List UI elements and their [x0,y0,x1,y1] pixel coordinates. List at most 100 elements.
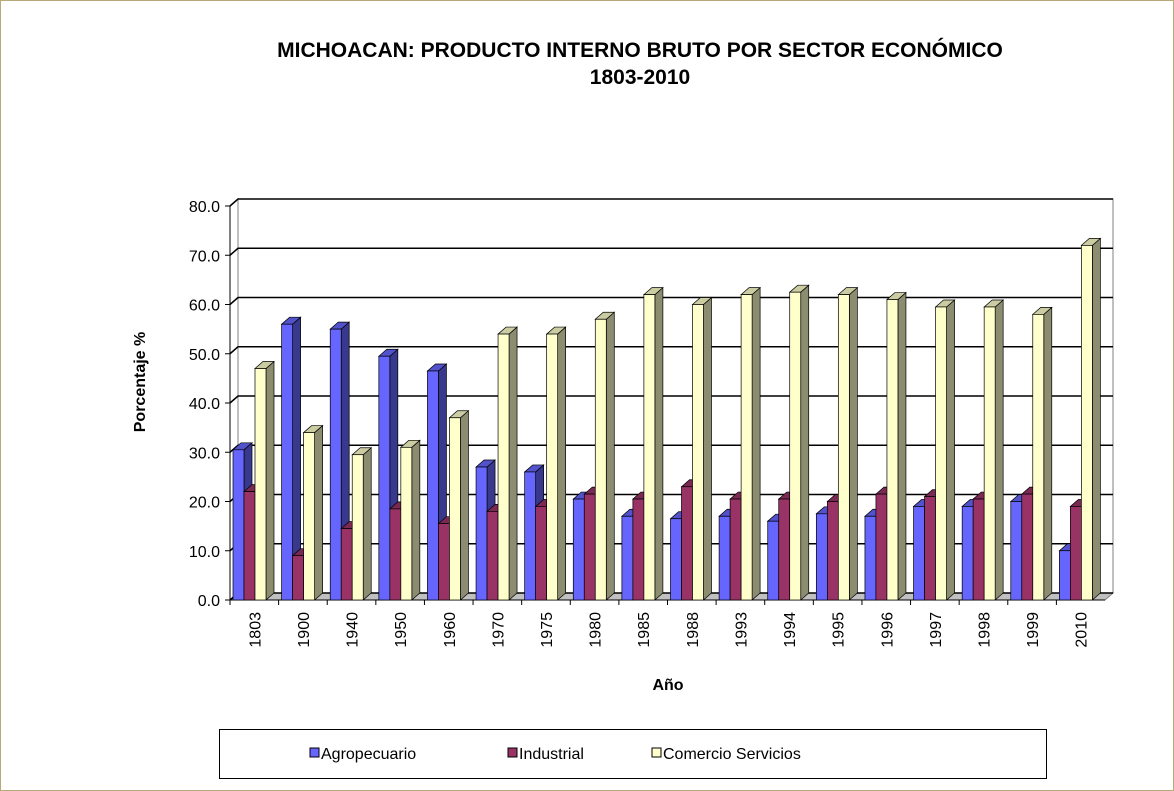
bar [691,296,713,601]
bar-front [632,498,645,601]
bar-side [1092,237,1101,601]
bar-side [314,424,323,601]
bar [740,286,762,601]
bar-side [946,299,955,601]
legend-label: Industrial [519,746,584,763]
y-tick-label: 0.0 [198,593,220,610]
bar-front [1021,493,1034,601]
bar-front [670,518,682,601]
bar-side [800,284,810,601]
bar-front [972,498,985,601]
y-tick-label: 70.0 [189,248,220,265]
legend-swatch [309,747,320,758]
x-tick-label: 1999 [1025,612,1042,648]
chart-subtitle: 1803-2010 [590,66,690,89]
bar-side [1043,306,1053,601]
bar-front [378,355,391,601]
chart-title: MICHOACAN: PRODUCTO INTERNO BRUTO POR SE… [277,38,1003,62]
bar-front [329,328,342,601]
bar [351,446,373,601]
bar [1080,237,1102,601]
y-tick-label: 10.0 [189,544,220,561]
bar-side [994,299,1004,601]
bar-front [1081,245,1093,601]
bar [280,316,302,601]
bar [886,291,907,601]
bar-front [254,368,267,601]
x-tick-label: 1940 [345,612,362,648]
x-tick-label: 1975 [539,612,556,648]
bar-front [340,528,353,601]
grid-line [229,346,1113,355]
bar-front [935,306,947,601]
bar-front [400,446,413,601]
bar-front [351,454,364,601]
bar-front [961,506,974,601]
bar-front [740,294,753,601]
y-tick-label: 30.0 [189,445,220,462]
bar-side [605,311,615,601]
bar-side [897,291,907,601]
bar-front [449,417,461,601]
grid-line [229,247,1113,256]
bar-front [621,515,634,601]
bar-side [751,286,761,601]
x-tick-label: 1994 [782,612,799,648]
bar-front [913,506,925,601]
bar-front [524,471,537,601]
y-tick-label: 40.0 [189,396,220,413]
bar-front [729,498,742,601]
bar [934,299,956,601]
bar-front [681,486,693,601]
x-tick-label: 1988 [685,612,702,648]
bar-front [1070,506,1082,601]
bar-front [875,493,888,601]
x-tick-label: 1960 [442,612,459,648]
bar-front [572,498,585,601]
bar-front [292,555,304,601]
legend-swatch [651,747,662,758]
bar [594,311,616,601]
y-axis-label: Porcentaje % [132,332,149,432]
bar-front [546,333,559,601]
bar-front [643,294,656,601]
y-tick-label: 60.0 [189,298,220,315]
bar [497,326,518,601]
x-tick-label: 2010 [1074,612,1091,648]
bar-front [864,515,877,601]
bar-front [718,515,731,601]
bar-front [1032,314,1045,601]
bar-front [427,370,439,601]
x-tick-label: 1980 [588,612,605,648]
bar-side [654,286,664,601]
x-tick-label: 1900 [296,612,313,648]
x-tick-label: 1985 [636,612,653,648]
bar-side [265,360,275,601]
legend [219,729,1047,779]
bar-front [232,449,245,601]
bar-front [778,498,791,601]
bar-front [1010,501,1023,601]
bar-front [826,501,839,601]
bar-side [411,439,421,601]
bar [254,360,275,601]
x-tick-label: 1997 [928,612,945,648]
bar-side [703,296,712,601]
legend-swatch [507,747,518,758]
bar-side [508,326,518,601]
bar-side [362,446,372,601]
bar [399,439,421,601]
bar [642,286,664,601]
grid-line [229,296,1113,306]
bar-front [815,513,828,601]
bar-front [475,466,488,601]
bar-front [389,508,402,601]
bar-front [767,520,780,601]
y-tick-label: 50.0 [189,347,220,364]
bar-front [583,493,596,601]
bar [302,424,324,601]
bar [788,284,810,601]
x-tick-label: 1950 [393,612,410,648]
bar-side [557,326,567,601]
